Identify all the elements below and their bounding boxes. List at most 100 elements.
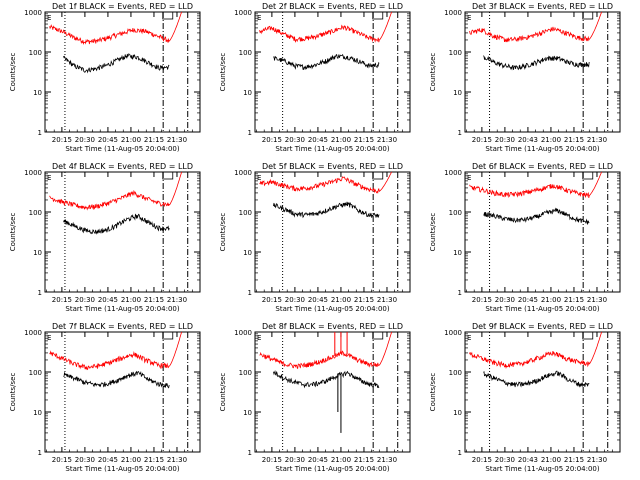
x-tick-label: 20:30 [75,296,95,304]
marker-box [372,331,384,340]
x-axis-label: Start Time (11-Aug-05 20:04:00) [65,305,179,313]
y-tick-label: 1000 [234,9,252,17]
chart-panel-3: Det 3f BLACK = Events, RED = LLD 1 10 100 10… [429,2,621,153]
black-events-series [63,52,170,74]
x-tick-label: 21:00 [121,456,141,464]
chart-panel-1: Det 1f BLACK = Events, RED = LLD 1 10 100 10… [9,2,201,153]
black-events-series [273,53,380,70]
marker-box [582,331,594,340]
x-tick-label: 21:00 [121,296,141,304]
plot-frame [44,11,201,133]
y-tick-label: 1 [38,129,42,137]
y-tick-label: 10 [243,89,252,97]
chart-title: Det 1f BLACK = Events, RED = LLD [52,2,193,11]
x-tick-label: 21:15 [564,456,584,464]
plot-frame [254,171,411,293]
chart-title: Det 5f BLACK = Events, RED = LLD [262,162,403,171]
x-tick-label: 21:30 [167,296,187,304]
x-tick-label: 20:15 [52,456,72,464]
x-tick-label: 20:45 [308,136,328,144]
x-tick-label: 20:30 [495,456,515,464]
y-axis-label: Counts/sec [9,213,17,252]
plot-frame [44,331,201,453]
x-tick-label: 21:30 [587,136,607,144]
x-tick-label: 21:30 [377,296,397,304]
x-tick-label: 21:30 [167,456,187,464]
y-tick-label: 100 [239,209,252,217]
chart-panel-9: Det 9f BLACK = Events, RED = LLD 1 10 100 10… [429,322,621,473]
x-tick-label: 21:00 [121,136,141,144]
black-events-series [63,213,170,235]
plot-frame [254,331,411,453]
x-tick-label: 21:30 [377,136,397,144]
x-tick-label: 20:30 [285,456,305,464]
red-lld-series [259,11,392,43]
chart-title: Det 3f BLACK = Events, RED = LLD [472,2,613,11]
x-tick-label: 20:30 [75,136,95,144]
y-axis-label: Counts/sec [429,213,437,252]
x-axis-label: Start Time (11-Aug-05 20:04:00) [485,305,599,313]
black-events-series [483,207,590,225]
x-tick-label: 20:15 [472,136,492,144]
red-lld-series [49,171,182,211]
legend-marker: E [47,14,51,22]
x-tick-label: 21:00 [331,456,351,464]
x-tick-label: 20:30 [495,296,515,304]
x-tick-label: 21:15 [144,456,164,464]
y-tick-label: 1000 [234,169,252,177]
x-tick-label: 20:45 [98,296,118,304]
x-tick-label: 21:15 [354,296,374,304]
red-lld-series [469,171,602,199]
legend-marker: E [467,334,471,342]
chart-title: Det 2f BLACK = Events, RED = LLD [262,2,403,11]
marker-box [162,171,174,180]
x-tick-label: 21:15 [564,136,584,144]
x-tick-label: 21:30 [587,296,607,304]
x-tick-label: 21:00 [541,456,561,464]
black-events-series [273,201,380,219]
y-tick-label: 10 [243,409,252,417]
y-tick-label: 10 [453,89,462,97]
x-axis-label: Start Time (11-Aug-05 20:04:00) [65,145,179,153]
x-tick-label: 21:00 [541,136,561,144]
marker-box [162,11,174,20]
y-tick-label: 1000 [24,9,42,17]
red-lld-series [259,171,392,194]
x-tick-label: 20:43 [518,136,538,144]
x-tick-label: 20:15 [262,136,282,144]
y-tick-label: 1 [458,289,462,297]
x-tick-label: 20:30 [285,296,305,304]
x-axis-label: Start Time (11-Aug-05 20:04:00) [275,305,389,313]
x-tick-label: 20:45 [98,456,118,464]
y-tick-label: 10 [453,409,462,417]
y-tick-label: 10 [33,89,42,97]
y-tick-label: 100 [239,369,252,377]
legend-marker: E [257,174,261,182]
x-axis-label: Start Time (11-Aug-05 20:04:00) [485,145,599,153]
x-tick-label: 20:15 [472,296,492,304]
red-lld-series [259,331,392,370]
y-tick-label: 10 [33,249,42,257]
black-events-series [483,55,590,71]
marker-box [162,331,174,340]
chart-panel-2: Det 2f BLACK = Events, RED = LLD 1 10 100 10… [219,2,411,153]
x-tick-label: 20:45 [308,296,328,304]
x-tick-label: 21:00 [331,136,351,144]
x-tick-label: 21:15 [354,456,374,464]
chart-panel-6: Det 6f BLACK = Events, RED = LLD 1 10 100 10… [429,162,621,313]
y-axis-label: Counts/sec [9,373,17,412]
marker-box [582,171,594,180]
x-tick-label: 21:30 [167,136,187,144]
red-lld-series [49,331,182,371]
x-tick-label: 21:15 [144,296,164,304]
chart-panel-8: Det 8f BLACK = Events, RED = LLD 1 10 100 10… [219,322,411,473]
chart-panel-4: Det 4f BLACK = Events, RED = LLD 1 10 100 10… [9,162,201,313]
y-tick-label: 1 [248,289,252,297]
y-tick-label: 100 [449,49,462,57]
y-tick-label: 100 [29,209,42,217]
y-tick-label: 1000 [444,9,462,17]
x-tick-label: 20:30 [75,456,95,464]
chart-title: Det 7f BLACK = Events, RED = LLD [52,322,193,331]
x-tick-label: 21:30 [377,456,397,464]
y-tick-label: 1000 [444,329,462,337]
